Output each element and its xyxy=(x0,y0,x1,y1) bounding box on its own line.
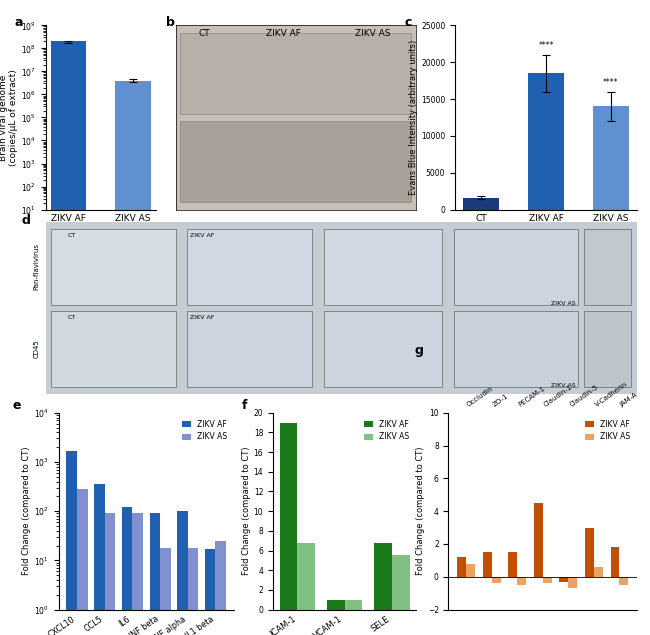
Legend: ZIKV AF, ZIKV AS: ZIKV AF, ZIKV AS xyxy=(361,417,412,444)
Bar xyxy=(66,451,77,635)
Text: b: b xyxy=(166,16,175,29)
Bar xyxy=(115,81,151,635)
Bar xyxy=(105,514,115,635)
Bar xyxy=(543,577,552,584)
FancyBboxPatch shape xyxy=(454,311,578,387)
Bar xyxy=(122,507,133,635)
Bar xyxy=(298,543,315,610)
Text: ZIKV AS: ZIKV AS xyxy=(551,301,575,306)
Y-axis label: Fold Change (compared to CT): Fold Change (compared to CT) xyxy=(22,447,31,575)
Y-axis label: Evans Blue Intensity (arbitrary units): Evans Blue Intensity (arbitrary units) xyxy=(410,40,418,195)
FancyBboxPatch shape xyxy=(324,229,442,305)
Text: ZIKV AF: ZIKV AF xyxy=(266,29,301,38)
Text: ZIKV AS: ZIKV AS xyxy=(355,29,391,38)
Y-axis label: Fold Change (compared to CT): Fold Change (compared to CT) xyxy=(242,447,251,575)
Bar xyxy=(344,599,363,610)
Text: d: d xyxy=(22,213,31,227)
Text: CT: CT xyxy=(198,29,210,38)
Legend: ZIKV AF, ZIKV AS: ZIKV AF, ZIKV AS xyxy=(179,417,230,444)
Text: ****: **** xyxy=(603,78,619,87)
Text: ZIKV AF: ZIKV AF xyxy=(190,233,214,238)
Text: f: f xyxy=(242,399,247,412)
Text: CT: CT xyxy=(68,233,76,238)
Text: a: a xyxy=(14,16,23,29)
Bar xyxy=(619,577,629,585)
Bar xyxy=(188,548,198,635)
Bar xyxy=(326,599,344,610)
Bar xyxy=(568,577,577,588)
Bar xyxy=(177,511,188,635)
FancyBboxPatch shape xyxy=(454,229,578,305)
Bar xyxy=(534,503,543,577)
FancyBboxPatch shape xyxy=(180,33,411,114)
Bar xyxy=(94,485,105,635)
Bar xyxy=(391,556,410,610)
FancyBboxPatch shape xyxy=(584,311,631,387)
Bar xyxy=(205,549,216,635)
Bar xyxy=(585,528,594,577)
Bar xyxy=(491,577,500,584)
Bar xyxy=(594,567,603,577)
Legend: ZIKV AF, ZIKV AS: ZIKV AF, ZIKV AS xyxy=(582,417,633,444)
Text: Pan-flavivirus: Pan-flavivirus xyxy=(34,243,40,290)
Y-axis label: Brain viral genome
(copies/μL of extract): Brain viral genome (copies/μL of extract… xyxy=(0,69,18,166)
Bar xyxy=(593,107,629,210)
Bar xyxy=(216,541,226,635)
Bar xyxy=(280,423,298,610)
FancyBboxPatch shape xyxy=(187,229,311,305)
Bar xyxy=(51,41,86,635)
Text: CD45: CD45 xyxy=(34,340,40,359)
Text: ****: **** xyxy=(538,41,554,50)
Bar xyxy=(133,514,143,635)
Bar xyxy=(150,514,160,635)
FancyBboxPatch shape xyxy=(51,229,176,305)
Bar xyxy=(77,489,88,635)
Bar xyxy=(508,552,517,577)
Text: e: e xyxy=(13,399,21,412)
Bar xyxy=(463,197,499,210)
Text: c: c xyxy=(404,16,411,29)
Bar xyxy=(528,73,564,210)
Bar xyxy=(374,543,391,610)
Bar xyxy=(160,548,170,635)
Text: ZIKV AS: ZIKV AS xyxy=(551,383,575,388)
FancyBboxPatch shape xyxy=(51,311,176,387)
FancyBboxPatch shape xyxy=(187,311,311,387)
Bar xyxy=(560,577,568,582)
Bar xyxy=(483,552,491,577)
FancyBboxPatch shape xyxy=(180,121,411,202)
FancyBboxPatch shape xyxy=(584,229,631,305)
Bar xyxy=(457,557,466,577)
Bar xyxy=(517,577,526,585)
FancyBboxPatch shape xyxy=(324,311,442,387)
Bar xyxy=(610,547,619,577)
Text: CT: CT xyxy=(68,315,76,320)
Text: ZIKV AF: ZIKV AF xyxy=(190,315,214,320)
Bar xyxy=(466,564,475,577)
Y-axis label: Fold Change (compared to CT): Fold Change (compared to CT) xyxy=(416,447,425,575)
Text: g: g xyxy=(415,344,423,357)
